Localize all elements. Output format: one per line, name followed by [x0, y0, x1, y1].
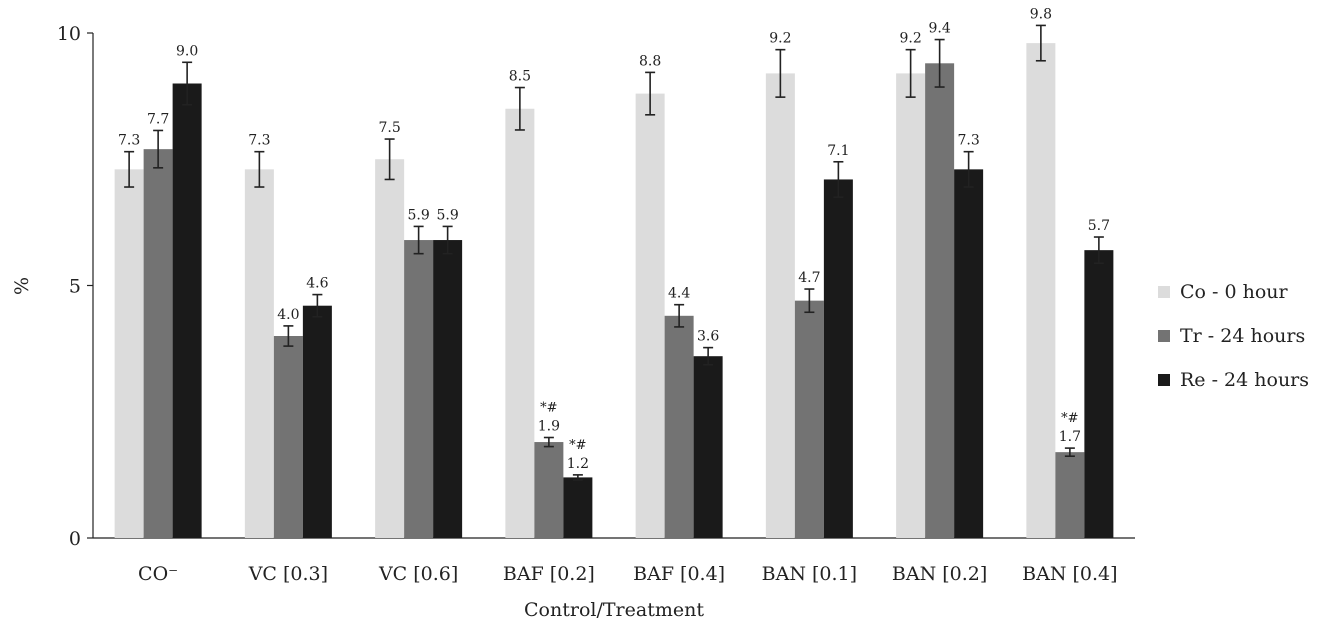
data-label: 5.9	[407, 207, 429, 223]
significance-mark: *#	[569, 438, 586, 453]
bar	[534, 442, 564, 538]
data-label: 1.2	[567, 456, 589, 472]
legend-swatch	[1158, 330, 1170, 342]
data-label: 7.5	[378, 120, 400, 136]
data-label: 3.6	[697, 329, 719, 345]
y-tick-label: 0	[69, 528, 81, 550]
bar	[794, 300, 824, 538]
bar	[765, 73, 795, 539]
x-tick-label: BAF [0.4]	[633, 563, 725, 585]
bar	[114, 169, 144, 538]
data-label: 7.3	[118, 133, 140, 149]
bars	[114, 24, 1114, 539]
bar	[375, 159, 405, 538]
bar	[143, 149, 173, 538]
data-label: 5.7	[1088, 218, 1110, 234]
significance-mark: *#	[1061, 411, 1078, 426]
legend-label: Tr - 24 hours	[1180, 325, 1305, 347]
bar	[172, 83, 202, 538]
data-label: 4.0	[277, 307, 299, 323]
data-label: 7.3	[957, 133, 979, 149]
data-label: 4.6	[306, 276, 328, 292]
bar	[1055, 452, 1085, 538]
bar	[664, 315, 694, 538]
x-tick-label: BAN [0.2]	[892, 563, 987, 585]
data-label: 7.7	[147, 111, 169, 127]
y-tick-label: 10	[57, 23, 81, 45]
legend-swatch	[1158, 374, 1170, 386]
x-axis-title: Control/Treatment	[524, 599, 704, 621]
bar	[693, 356, 723, 538]
x-tick-label: CO⁻	[138, 563, 178, 585]
bar	[273, 336, 303, 538]
bar	[823, 179, 853, 538]
x-tick-label: BAN [0.4]	[1022, 563, 1117, 585]
data-label: 4.7	[798, 270, 820, 286]
data-label: 8.5	[509, 69, 531, 85]
data-label: 9.2	[899, 31, 921, 47]
significance-mark: *#	[540, 401, 557, 416]
bar	[635, 93, 665, 538]
data-label: 4.4	[668, 286, 690, 302]
x-tick-label: BAF [0.2]	[503, 563, 595, 585]
data-label: 5.9	[436, 207, 458, 223]
data-labels: 7.3 7.7 9.0 7.3 4.0 4.6 7.5 5.9 5.9 8.5 1.9 *# 1.2 *#…	[118, 6, 1110, 471]
data-label: 9.2	[769, 31, 791, 47]
data-label: 9.0	[176, 43, 198, 59]
bar	[925, 63, 955, 539]
bar	[954, 169, 984, 538]
axes: 0 5 10 CO⁻ VC [0.3] VC [0.6] BAF [0.2] BAF [0.4…	[57, 23, 1135, 585]
data-label: 7.1	[827, 143, 849, 159]
y-axis-title: %	[11, 277, 33, 295]
data-label: 9.4	[928, 21, 950, 37]
y-tick-label: 5	[69, 276, 81, 298]
legend-label: Re - 24 hours	[1180, 369, 1309, 391]
bar	[896, 73, 926, 539]
data-label: 7.3	[248, 133, 270, 149]
bar	[1026, 43, 1056, 538]
x-tick-label: VC [0.6]	[378, 563, 458, 585]
legend: Co - 0 hour Tr - 24 hours Re - 24 hours	[1158, 281, 1309, 391]
data-label: 9.8	[1030, 6, 1052, 22]
x-tick-label: VC [0.3]	[248, 563, 328, 585]
x-tick-label: BAN [0.1]	[762, 563, 857, 585]
bar	[563, 477, 593, 538]
bar	[1084, 250, 1114, 538]
bar	[404, 240, 434, 539]
bar	[244, 169, 274, 538]
data-label: 1.9	[538, 419, 560, 435]
legend-swatch	[1158, 286, 1170, 298]
bar	[505, 108, 535, 538]
bar	[302, 305, 332, 538]
data-label: 1.7	[1059, 429, 1081, 445]
data-label: 8.8	[639, 53, 661, 69]
bar	[433, 240, 463, 539]
legend-label: Co - 0 hour	[1180, 281, 1289, 303]
